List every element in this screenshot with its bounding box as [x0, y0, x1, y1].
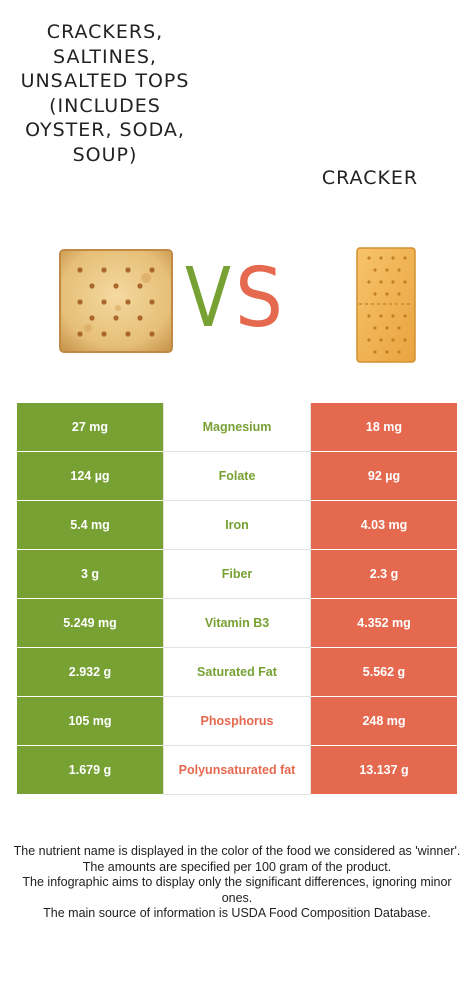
saltine-cracker-image: [59, 249, 173, 353]
nutrient-name: Fiber: [163, 550, 311, 599]
comparison-table: 27 mg Magnesium 18 mg 124 µg Folate 92 µ…: [17, 403, 457, 795]
footnote: The nutrient name is displayed in the co…: [12, 844, 462, 922]
right-value: 92 µg: [311, 452, 457, 501]
left-value: 5.249 mg: [17, 599, 163, 648]
table-row: 3 g Fiber 2.3 g: [17, 550, 457, 599]
right-value: 2.3 g: [311, 550, 457, 599]
right-value: 18 mg: [311, 403, 457, 452]
vs-label: V S: [185, 260, 283, 332]
table-row: 1.679 g Polyunsaturated fat 13.137 g: [17, 746, 457, 795]
table-row: 5.4 mg Iron 4.03 mg: [17, 501, 457, 550]
right-value: 248 mg: [311, 697, 457, 746]
nutrient-name: Polyunsaturated fat: [163, 746, 311, 795]
left-value: 3 g: [17, 550, 163, 599]
left-value: 124 µg: [17, 452, 163, 501]
nutrient-name: Phosphorus: [163, 697, 311, 746]
table-row: 5.249 mg Vitamin B3 4.352 mg: [17, 599, 457, 648]
right-value: 13.137 g: [311, 746, 457, 795]
nutrient-name: Iron: [163, 501, 311, 550]
table-row: 124 µg Folate 92 µg: [17, 452, 457, 501]
table-row: 105 mg Phosphorus 248 mg: [17, 697, 457, 746]
footnote-line: The nutrient name is displayed in the co…: [13, 844, 461, 858]
table-row: 2.932 g Saturated Fat 5.562 g: [17, 648, 457, 697]
svg-text:S: S: [235, 260, 283, 332]
footnote-line: The main source of information is USDA F…: [43, 906, 431, 920]
cracker-image: [356, 247, 416, 363]
footnote-line: The infographic aims to display only the…: [22, 875, 452, 905]
right-value: 4.352 mg: [311, 599, 457, 648]
table-row: 27 mg Magnesium 18 mg: [17, 403, 457, 452]
footnote-line: The amounts are specified per 100 gram o…: [82, 859, 392, 874]
right-value: 4.03 mg: [311, 501, 457, 550]
left-value: 2.932 g: [17, 648, 163, 697]
left-food-title: CRACKERS, SALTINES, UNSALTED TOPS (INCLU…: [20, 21, 190, 166]
right-food-title: CRACKER: [321, 167, 419, 189]
nutrient-name: Folate: [163, 452, 311, 501]
left-value: 1.679 g: [17, 746, 163, 795]
nutrient-name: Magnesium: [163, 403, 311, 452]
svg-text:V: V: [185, 260, 231, 332]
nutrient-name: Saturated Fat: [163, 648, 311, 697]
left-value: 105 mg: [17, 697, 163, 746]
left-value: 27 mg: [17, 403, 163, 452]
right-value: 5.562 g: [311, 648, 457, 697]
left-value: 5.4 mg: [17, 501, 163, 550]
nutrient-name: Vitamin B3: [163, 599, 311, 648]
